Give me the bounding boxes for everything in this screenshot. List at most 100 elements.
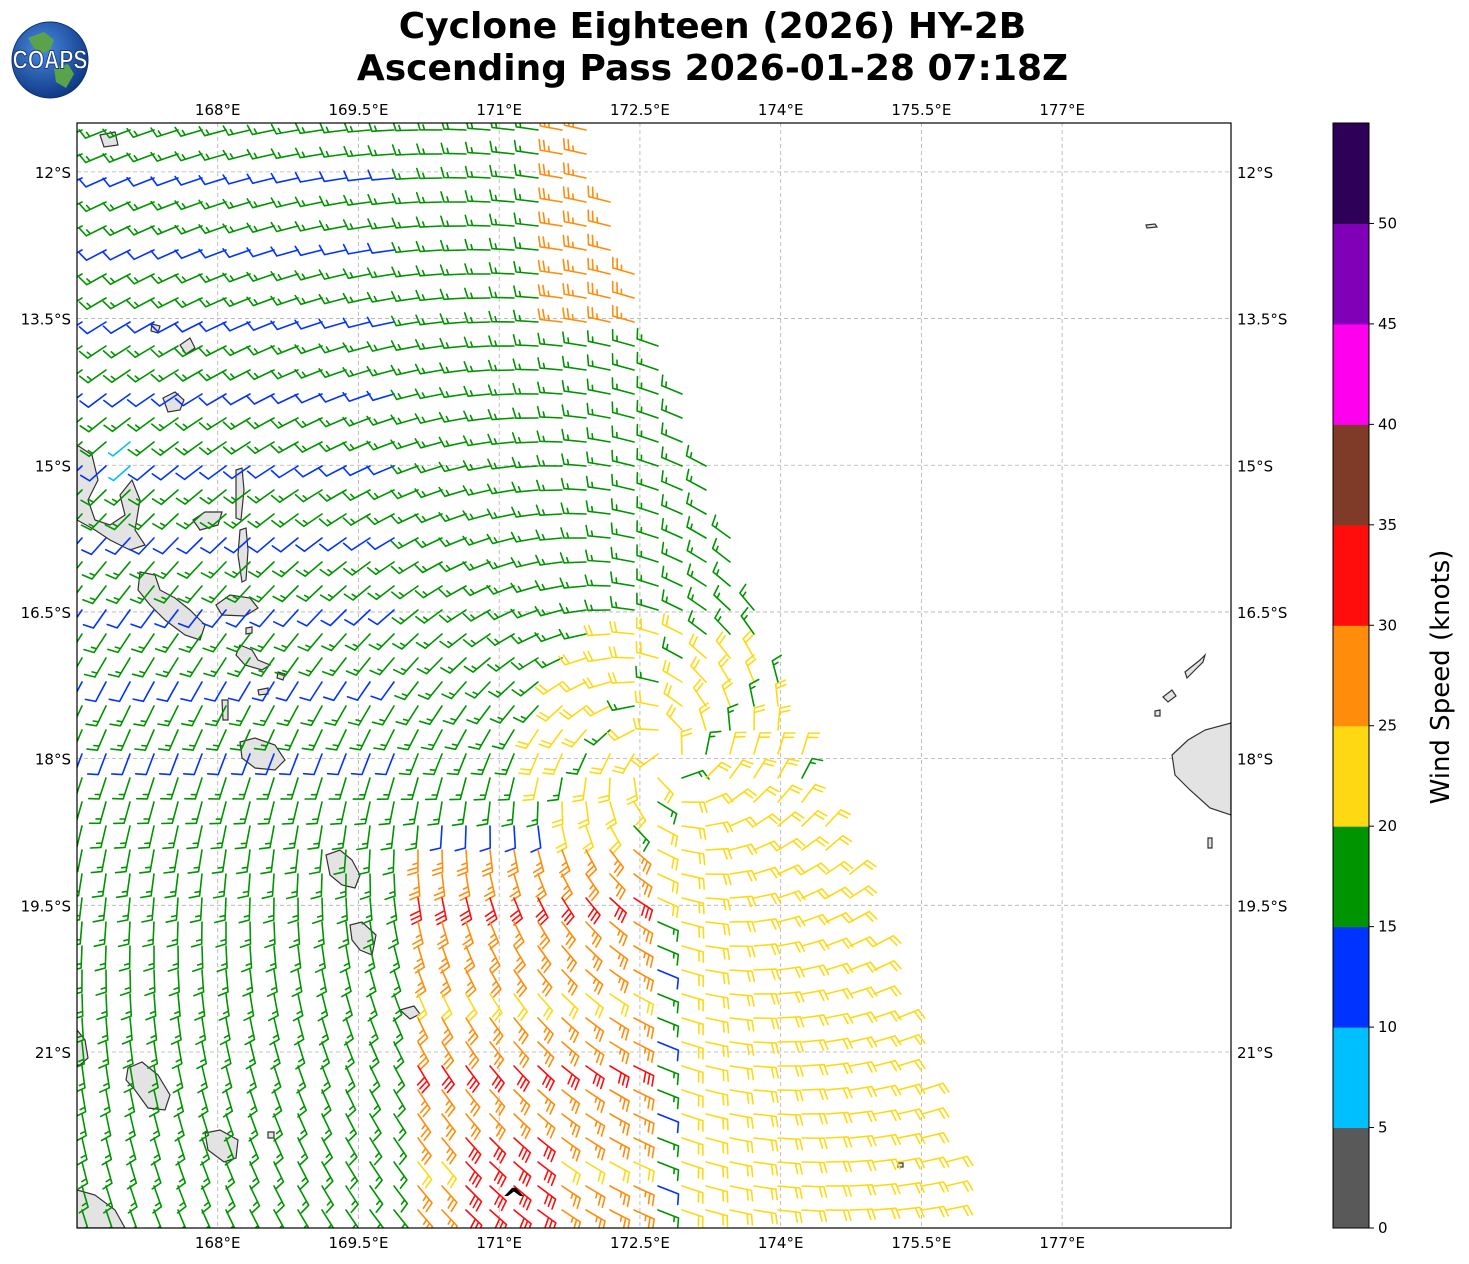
wind-barb [366,489,395,501]
wind-barb [345,1161,359,1190]
wind-barb [198,369,227,382]
wind-barb [657,1113,680,1134]
wind-barb [633,897,654,921]
wind-barb [661,565,683,587]
wind-barb [117,921,131,948]
wind-barb [368,633,395,651]
wind-barb [228,705,251,727]
wind-barb [77,969,83,995]
wind-barb [562,162,587,179]
wind-barb [361,897,373,925]
wind-barb [825,962,854,975]
wind-barb [611,280,635,299]
wind-barb [705,1089,729,1107]
wind-barb [268,993,279,1022]
wind-barb [174,249,203,260]
wind-barb [342,416,371,427]
colorbar-label: Wind Speed (knots) [1426,550,1456,805]
wind-barb [87,777,107,800]
wind-barb [200,537,227,554]
wind-barb [290,945,302,973]
wind-barb [294,1017,305,1046]
wind-barb [393,1185,409,1213]
wind-barb [102,273,131,286]
wind-barb [169,993,181,1021]
wind-barb [247,489,275,504]
wind-barb [437,921,449,950]
wind-barb [300,705,323,727]
wind-barb [194,993,206,1021]
wind-barb [777,732,796,755]
wind-barb [77,1041,85,1068]
wind-barb [166,921,179,948]
wind-barb [216,945,228,973]
wind-barb [77,129,83,133]
wind-barb [393,657,419,676]
wind-barb [319,585,347,602]
wind-barb [393,1041,405,1070]
wind-barb [609,993,630,1017]
wind-barb [160,777,179,800]
wind-barb [270,197,299,208]
wind-barb [159,753,179,776]
wind-barb [131,657,155,678]
wind-barb [151,417,179,432]
wind-barb [513,188,539,203]
wind-barb [100,1113,112,1142]
wind-barb [110,729,131,751]
wind-barb [801,1112,828,1125]
wind-barb [129,561,155,580]
wind-barb [217,969,229,997]
wind-barb [104,537,131,555]
wind-barb [102,321,131,334]
wind-barb [256,777,275,800]
wind-barb [198,273,227,284]
wind-barb [219,1017,231,1046]
wind-barb [825,1012,854,1025]
wind-barb [636,399,659,419]
wind-barb [246,124,275,136]
wind-barb [945,1204,974,1217]
wind-barb [137,825,155,849]
wind-barb [388,921,399,950]
wind-barb [397,729,419,751]
wind-barb [660,374,683,395]
wind-barb [438,436,467,448]
wind-barb [80,489,107,507]
wind-barb [487,384,515,396]
wind-barb [222,1089,234,1118]
wind-barb [174,297,203,309]
wind-barb [721,678,733,707]
wind-barb [93,921,107,948]
colorbar-tick-label: 5 [1378,1119,1388,1137]
wind-barb [386,897,398,925]
wind-barb [366,415,395,426]
wind-barb [494,753,515,776]
wind-barb [174,200,203,211]
lon-tick-label: 172.5°E [610,101,670,119]
island [1184,652,1207,680]
wind-barb [681,993,704,1012]
wind-barb [77,1065,86,1093]
wind-barb [335,873,347,900]
wind-barb [196,1041,208,1070]
wind-barb [367,218,395,230]
wind-barb [294,441,323,453]
wind-barb [174,151,203,162]
wind-barb [513,1137,532,1163]
lat-tick-label: 19.5°S [1237,897,1287,915]
wind-barb [107,657,131,678]
wind-barb [561,1017,580,1043]
wind-barb [661,470,683,491]
island [257,687,269,696]
wind-barb [586,427,611,443]
wind-barb [561,969,578,996]
wind-barb [108,681,131,703]
lat-tick-label: 18°S [35,751,71,769]
wind-barb [297,1209,310,1228]
colorbar-tick-label: 40 [1378,415,1397,433]
wind-barb [150,176,179,187]
wind-barb [424,777,443,801]
wind-barb [342,367,371,378]
wind-barb [390,340,419,351]
